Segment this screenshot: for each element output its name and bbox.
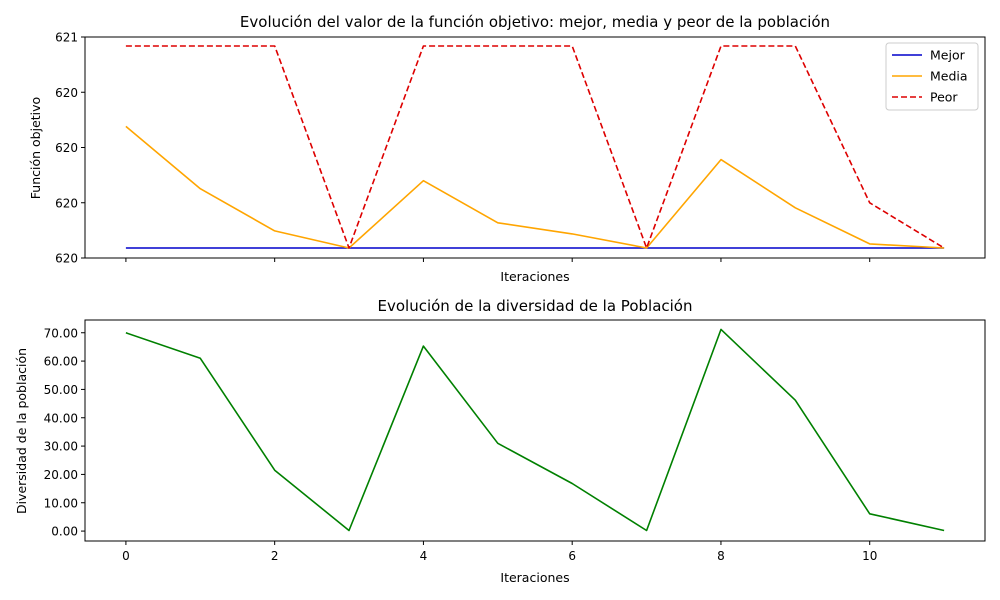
y-tick-label: 0.00 — [51, 525, 78, 539]
x-ticks: 0 2 4 6 8 10 — [122, 541, 877, 563]
y-ticks: 0.00 10.00 20.00 30.00 40.00 50.00 60.00 70.00 — [44, 326, 85, 539]
y-tick-label: 70.00 — [44, 326, 78, 340]
legend-box — [885, 42, 979, 111]
series-line-peor — [125, 45, 945, 249]
y-tick-label: 620 — [55, 252, 78, 266]
legend-label-peor: Peor — [930, 90, 958, 105]
y-tick-label: 20.00 — [44, 468, 78, 482]
x-axis-label: Iteraciones — [500, 570, 569, 585]
objective-chart: Evolución del valor de la función objeti… — [28, 13, 986, 284]
y-tick-label: 30.00 — [44, 440, 78, 454]
legend-label-mejor: Mejor — [930, 48, 966, 63]
chart-title: Evolución de la diversidad de la Poblaci… — [378, 297, 693, 315]
series-lines — [125, 328, 945, 532]
chart-title: Evolución del valor de la función objeti… — [240, 13, 830, 31]
y-tick-label: 10.00 — [44, 496, 78, 510]
x-tick-label: 4 — [420, 549, 428, 563]
x-tick-label: 0 — [122, 549, 130, 563]
y-tick-label: 621 — [55, 31, 78, 45]
series-lines — [125, 45, 945, 249]
y-tick-label: 60.00 — [44, 355, 78, 369]
y-tick-label: 620 — [55, 141, 78, 155]
y-tick-label: 50.00 — [44, 383, 78, 397]
y-axis-label: Función objetivo — [28, 97, 43, 199]
y-tick-label: 620 — [55, 86, 78, 100]
y-tick-label: 620 — [55, 196, 78, 210]
x-axis-label: Iteraciones — [500, 269, 569, 284]
y-tick-label: 40.00 — [44, 411, 78, 425]
plot-frame — [84, 36, 986, 259]
y-ticks: 620 620 620 620 621 — [55, 31, 85, 266]
series-line-media — [125, 125, 945, 249]
x-ticks — [125, 258, 871, 262]
legend-label-media: Media — [930, 69, 968, 84]
x-tick-label: 8 — [717, 549, 725, 563]
legend: Mejor Media Peor — [885, 42, 979, 111]
plot-frame — [84, 319, 986, 542]
y-axis-label: Diversidad de la población — [14, 348, 29, 514]
x-tick-label: 6 — [568, 549, 576, 563]
series-line-diversidad — [125, 328, 945, 532]
diversity-chart: Evolución de la diversidad de la Poblaci… — [14, 297, 986, 585]
x-tick-label: 2 — [271, 549, 279, 563]
x-tick-label: 10 — [862, 549, 877, 563]
